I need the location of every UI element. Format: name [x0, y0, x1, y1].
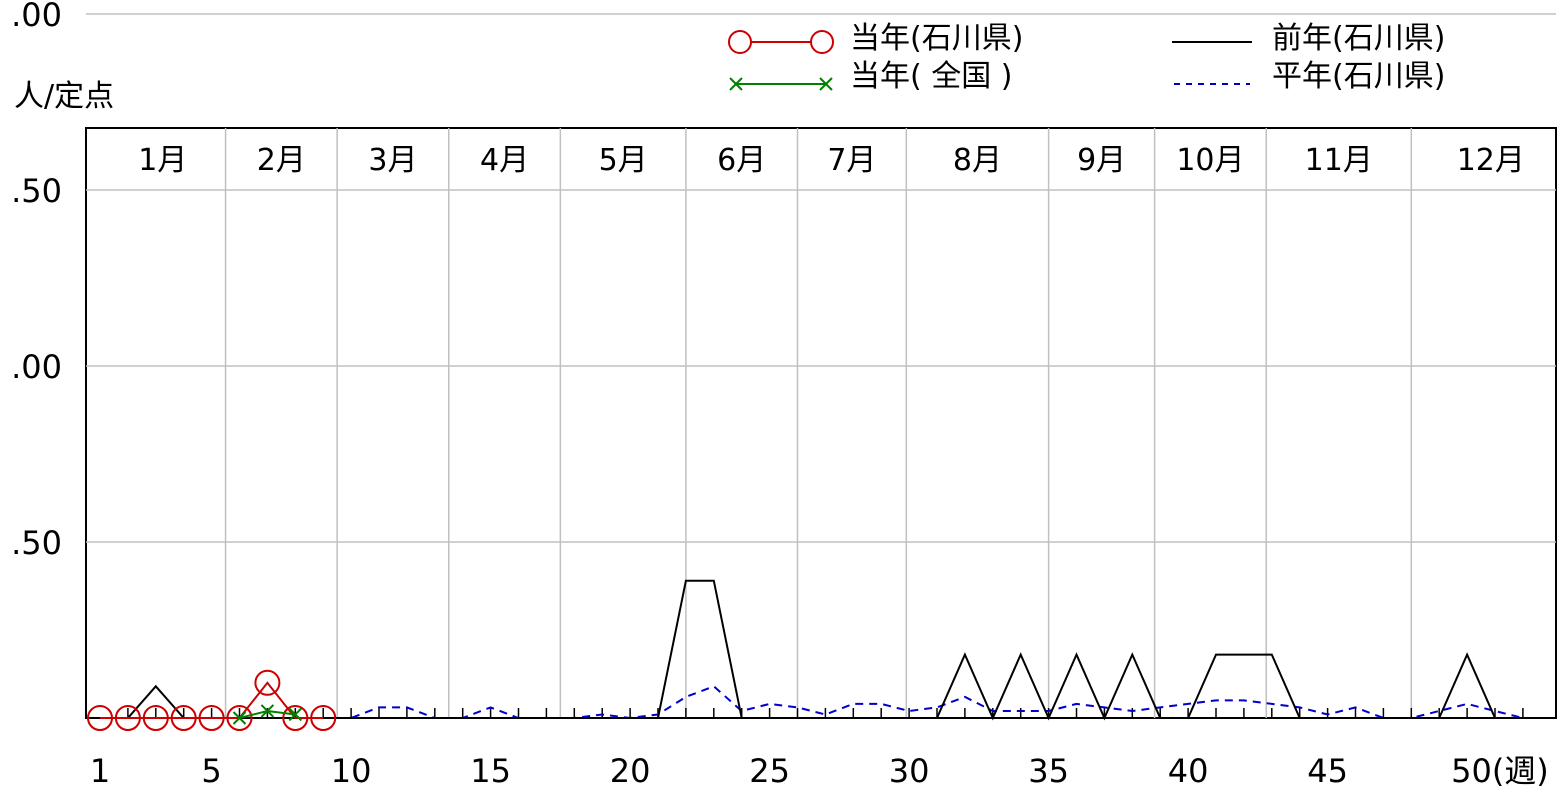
data-point [260, 704, 275, 718]
series-1 [232, 704, 303, 725]
legend-label-current-national: 当年( 全国 ) [850, 59, 1012, 94]
x-tick-label: 45 [1307, 752, 1348, 790]
legend-label-previous-prefecture: 前年(石川県) [1272, 21, 1445, 56]
x-ticks: 1 5 10 15 20 25 30 35 40 45 50(週) [90, 708, 1549, 790]
y-tick-label: .00 [11, 0, 62, 34]
month-label: 10月 [1176, 143, 1244, 178]
plot-area-frame [85, 127, 1557, 719]
data-point [282, 705, 309, 731]
data-point [310, 705, 337, 731]
data-point [254, 669, 281, 696]
x-tick-label: 35 [1028, 752, 1069, 790]
data-point [170, 705, 197, 731]
x-tick-label: 1 [90, 752, 110, 790]
data-point [198, 705, 225, 731]
legend-label-current-prefecture: 当年(石川県) [850, 21, 1023, 56]
month-label: 6月 [717, 143, 766, 178]
month-label: 2月 [257, 143, 306, 178]
y-tick-labels: .50.00.50.00.50.00 [11, 0, 62, 562]
legend-swatch-marker-current-prefecture-end [810, 30, 834, 54]
y-tick-label: .00 [11, 348, 62, 386]
month-label: 4月 [480, 143, 529, 178]
legend-swatch-cross-icon-start [729, 77, 743, 91]
x-tick-label: 30 [889, 752, 930, 790]
month-label: 12月 [1457, 143, 1525, 178]
series-line [100, 681, 324, 719]
legend-swatch-cross-icon-end [819, 77, 833, 91]
legend-entry-average-prefecture: 平年(石川県) [1174, 59, 1445, 94]
legend-swatch-marker-current-prefecture [728, 30, 752, 54]
x-tick-label: 15 [470, 752, 511, 790]
data-point [142, 705, 169, 731]
series-layer [87, 579, 1551, 731]
y-tick-label: .50 [11, 172, 62, 210]
x-tick-label: 5 [201, 752, 221, 790]
grid-layer [86, 13, 1556, 718]
month-label: 9月 [1077, 143, 1126, 178]
data-point [87, 705, 113, 731]
x-tick-label: 25 [749, 752, 790, 790]
data-point [114, 705, 141, 731]
data-point [232, 711, 247, 725]
legend-entry-current-prefecture: 当年(石川県) [728, 21, 1023, 56]
month-label: 1月 [138, 143, 187, 178]
legend-label-average-prefecture: 平年(石川県) [1272, 59, 1445, 94]
x-tick-label: 40 [1168, 752, 1209, 790]
legend-entry-current-national: 当年( 全国 ) [729, 59, 1012, 94]
x-tick-label: 20 [610, 752, 651, 790]
series-2 [100, 579, 1551, 721]
series-0 [87, 669, 337, 731]
month-label: 5月 [599, 143, 648, 178]
month-label: 8月 [953, 143, 1002, 178]
x-tick-label: 50(週) [1451, 752, 1549, 790]
data-point [226, 705, 253, 731]
month-label: 3月 [368, 143, 417, 178]
y-tick-label: .50 [11, 524, 62, 562]
month-label: 7月 [827, 143, 876, 178]
month-labels: 1月 2月 3月 4月 5月 6月 7月 8月 9月 10月 11月 12月 [138, 143, 1525, 178]
month-label: 11月 [1305, 143, 1373, 178]
series-line [100, 579, 1551, 721]
legend: 当年(石川県) 当年( 全国 ) 前年(石川県) 平年(石川県) [728, 21, 1445, 94]
x-tick-label: 10 [331, 752, 372, 790]
y-axis-label: 人/定点 [14, 79, 114, 114]
data-point [288, 707, 303, 722]
legend-entry-previous-prefecture: 前年(石川県) [1172, 21, 1445, 56]
